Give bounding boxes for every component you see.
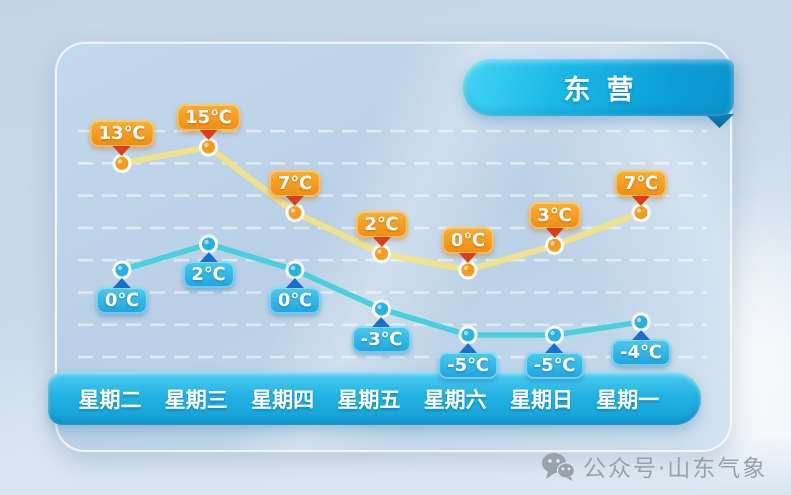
low-temp-marker [285, 260, 305, 280]
low-temp-marker [112, 260, 132, 280]
city-name: 东营 [563, 75, 650, 106]
high-temp-marker [631, 203, 651, 223]
high-temp-marker [372, 244, 391, 264]
high-temp-marker [545, 235, 564, 255]
low-temp-marker [372, 299, 391, 319]
day-axis-bar [48, 372, 701, 425]
footer-credit: 公众号·山东气象 [541, 449, 767, 483]
low-temp-marker [545, 325, 564, 345]
low-temp-marker [458, 325, 478, 345]
high-temp-marker [458, 260, 478, 280]
high-temp-marker [112, 153, 132, 173]
low-temp-marker [631, 312, 651, 332]
high-temp-marker [199, 137, 218, 157]
wechat-icon [542, 452, 575, 481]
high-temp-marker [285, 203, 305, 223]
low-temp-marker [199, 234, 218, 254]
city-badge: 东营 [463, 59, 734, 116]
footer-text: 公众号·山东气象 [583, 456, 768, 482]
